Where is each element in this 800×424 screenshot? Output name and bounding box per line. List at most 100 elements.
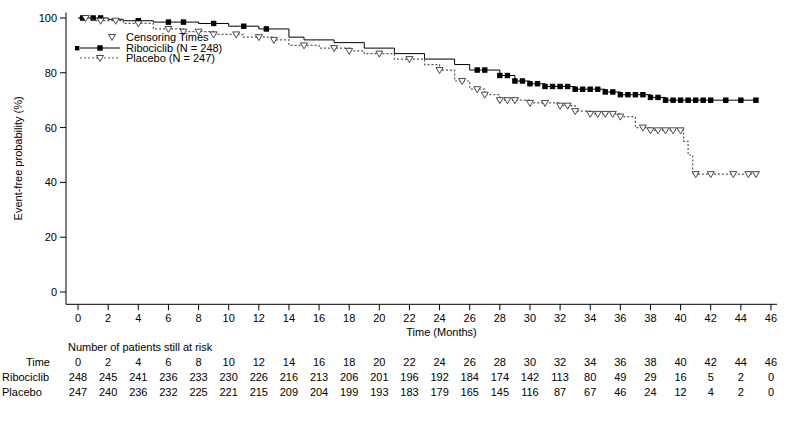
censor-marker (617, 114, 624, 120)
legend-censor-marker (109, 35, 116, 41)
y-tick (60, 237, 66, 238)
legend-label: Placebo (N = 247) (126, 52, 215, 64)
x-tick-label: 10 (223, 312, 235, 324)
x-tick-label: 0 (75, 312, 81, 324)
y-tick-label: 80 (45, 67, 57, 79)
at-risk-time: 28 (494, 356, 506, 368)
at-risk-count: 5 (708, 371, 714, 383)
censor-marker (459, 78, 466, 84)
censor-marker (709, 98, 713, 102)
censor-marker (573, 87, 577, 91)
at-risk-count: 206 (340, 371, 358, 383)
y-tick (60, 17, 66, 18)
censor-marker (588, 87, 592, 91)
x-tick-label: 18 (343, 312, 355, 324)
at-risk-count: 225 (189, 386, 207, 398)
x-tick-label: 28 (494, 312, 506, 324)
at-risk-count: 116 (521, 386, 539, 398)
censor-marker (656, 95, 660, 99)
at-risk-time: 24 (433, 356, 445, 368)
censor-marker (82, 15, 89, 21)
at-risk-count: 248 (69, 371, 87, 383)
at-risk-row-label: Time (26, 356, 50, 368)
censor-marker (181, 20, 185, 24)
y-tick (60, 72, 66, 73)
censor-marker (618, 92, 622, 96)
x-tick-label: 22 (403, 312, 415, 324)
x-tick-label: 46 (765, 312, 777, 324)
at-risk-count: 165 (461, 386, 479, 398)
plot-area (78, 15, 759, 177)
x-tick (469, 304, 470, 310)
x-tick-label: 20 (373, 312, 385, 324)
censor-marker (564, 103, 571, 109)
censor-marker (535, 82, 539, 86)
at-risk-time: 26 (464, 356, 476, 368)
censor-marker (594, 111, 601, 117)
at-risk-time: 4 (135, 356, 141, 368)
legend-marker (97, 56, 104, 62)
x-tick-label: 42 (705, 312, 717, 324)
censor-marker (662, 128, 669, 134)
x-tick (258, 304, 259, 310)
at-risk-count: 46 (614, 386, 626, 398)
at-risk-count: 221 (220, 386, 238, 398)
censor-marker (498, 73, 502, 77)
at-risk-count: 201 (370, 371, 388, 383)
censor-marker (641, 92, 645, 96)
y-tick-label: 0 (51, 286, 57, 298)
censor-marker (496, 98, 503, 104)
chart: 0204060801000246810121416182022242628303… (0, 0, 800, 424)
censor-marker (670, 128, 677, 134)
censor-marker (596, 87, 600, 91)
censor-marker (654, 128, 661, 134)
x-tick-label: 14 (283, 312, 295, 324)
at-risk-count: 232 (159, 386, 177, 398)
at-risk-count: 4 (708, 386, 714, 398)
censor-marker (511, 98, 518, 104)
x-tick-label: 4 (135, 312, 141, 324)
at-risk-count: 12 (674, 386, 686, 398)
at-risk-time: 20 (373, 356, 385, 368)
censor-marker (752, 172, 759, 178)
at-risk-count: 213 (310, 371, 328, 383)
at-risk-count: 236 (129, 386, 147, 398)
x-tick (499, 304, 500, 310)
x-tick (680, 304, 681, 310)
at-risk-count: 183 (400, 386, 418, 398)
censor-marker (135, 21, 142, 27)
at-risk-count: 196 (400, 371, 418, 383)
x-tick (710, 304, 711, 310)
x-tick-label: 16 (313, 312, 325, 324)
at-risk-time: 10 (223, 356, 235, 368)
at-risk-time: 14 (283, 356, 295, 368)
censor-marker (210, 32, 217, 38)
censor-marker (558, 84, 562, 88)
x-tick (590, 304, 591, 310)
at-risk-table: Number of patients still at riskTime0246… (2, 341, 777, 398)
at-risk-time: 6 (165, 356, 171, 368)
censor-marker (242, 24, 246, 28)
x-tick (138, 304, 139, 310)
x-tick (198, 304, 199, 310)
censor-marker (233, 32, 240, 38)
x-tick (620, 304, 621, 310)
censor-marker (97, 18, 104, 24)
censor-marker (678, 98, 682, 102)
at-risk-time: 22 (403, 356, 415, 368)
x-tick (740, 304, 741, 310)
at-risk-time: 34 (584, 356, 596, 368)
at-risk-count: 2 (738, 386, 744, 398)
at-risk-time: 46 (765, 356, 777, 368)
at-risk-time: 36 (614, 356, 626, 368)
x-tick (529, 304, 530, 310)
at-risk-count: 241 (129, 371, 147, 383)
at-risk-count: 87 (554, 386, 566, 398)
x-tick-label: 2 (105, 312, 111, 324)
x-tick-label: 12 (253, 312, 265, 324)
at-risk-count: 193 (370, 386, 388, 398)
censor-marker (505, 73, 509, 77)
at-risk-count: 142 (521, 371, 539, 383)
x-tick (409, 304, 410, 310)
at-risk-count: 233 (189, 371, 207, 383)
